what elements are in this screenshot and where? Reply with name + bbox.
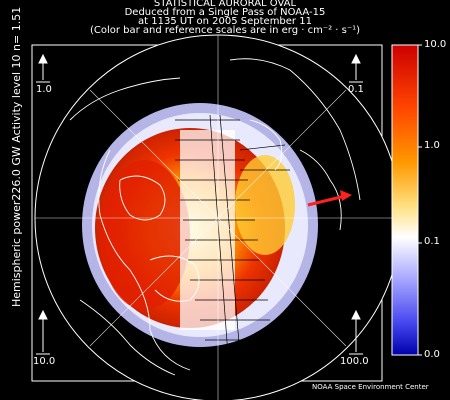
polar-cap-band (180, 130, 235, 330)
colorbar-label-0: 0.0 (424, 349, 440, 360)
colorbar (391, 44, 419, 356)
ref-scale-top-left: 1.0 (36, 84, 52, 95)
colorbar-ticks (418, 44, 422, 356)
colorbar-label-1: 1.0 (424, 140, 440, 151)
ref-scale-bottom-left: 10.0 (33, 356, 56, 367)
ref-scale-top-right: 0.1 (348, 84, 364, 95)
map-timestamp: at 1135 UT on 2005 September 11 (138, 16, 312, 27)
reference-scale-arrows (36, 53, 363, 355)
coastlines (69, 58, 361, 376)
globe (35, 35, 401, 400)
colorbar-label-10: 10.0 (424, 39, 447, 50)
satellite-track (175, 114, 290, 356)
units-note: (Color bar and reference scales are in e… (89, 25, 361, 36)
map-title: STATISTICAL AURORAL OVAL (153, 0, 297, 9)
colorbar-label-0-1: 0.1 (424, 236, 440, 247)
credit-text: NOAA Space Environment Center (312, 383, 429, 391)
lat-lon-grid (35, 35, 401, 400)
ref-scale-bottom-right: 100.0 (340, 356, 369, 367)
map-subtitle: Deduced from a Single Pass of NOAA-15 (124, 7, 326, 18)
sun-direction-arrow (307, 194, 346, 207)
